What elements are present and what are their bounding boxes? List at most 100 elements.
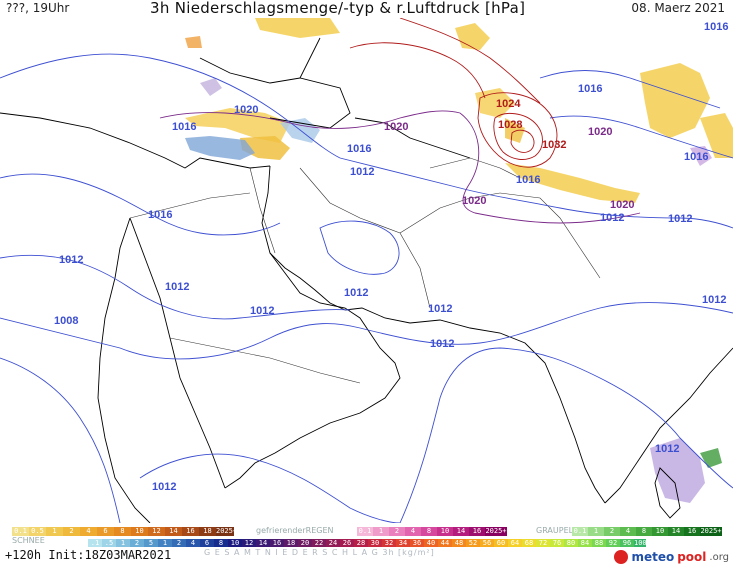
total-scale-cell: 1 [116,539,130,547]
total-scale-cell: 24 [326,539,340,547]
rain-scale-cell: 18 [199,527,216,536]
rain-scale-cell: 8 [114,527,131,536]
total-scale-cell: .5 [102,539,116,547]
total-scale-cell: 44 [438,539,452,547]
rain-scale-cell: 2 [63,527,80,536]
precip-area [700,448,722,468]
header-left-text: ???, 19Uhr [6,1,70,15]
map-title: 3h Niederschlagsmenge/-typ & r.Luftdruck… [150,0,526,17]
isobar-label: 1012 [655,443,679,455]
logo-text-meteo: meteo [631,550,675,564]
graupel-scale-cell: 14 [668,527,684,536]
isobar-label: 1016 [684,151,708,163]
isobar-line [539,70,721,109]
isobar-label: 1012 [250,305,274,317]
precip-area [200,78,222,96]
precip-area [255,18,340,38]
map-canvas: 1012 1016 1020 1016 1020 1016 1012 1016 … [0,18,733,523]
rain-scale-cell: 4 [80,527,97,536]
graupel-scale-cell: 16 [684,527,700,536]
graupel-label: GRAUPEL [536,526,574,535]
precip-area [650,438,705,503]
coastline-layer [0,37,733,523]
isobar-line [459,112,641,224]
isobar-line [549,115,733,159]
total-scale-cell: 96 [620,539,634,547]
precip-area [455,23,490,50]
freezing-scale-cell: 14 [453,527,469,536]
coastline [299,37,321,79]
border-line [429,157,521,179]
isobar-label: 1012 [430,338,454,350]
total-scale-cell: 64 [508,539,522,547]
isobar-label: 1020 [462,195,486,207]
isobar-line [0,357,121,523]
total-scale-cell: 80 [564,539,578,547]
coastline [269,252,346,311]
freezing-scale-cell: 0.1 [357,527,373,536]
freezing-scale-cell: 16 [469,527,485,536]
isobar-label: 1012 [350,166,374,178]
precip-area [640,63,710,138]
isobar-line [477,92,558,168]
graupel-scale: 0.1 1 2 4 8 10 14 16 2025+ [572,527,722,536]
rain-scale-cell: 12 [148,527,165,536]
isobar-label: 1012 [428,303,452,315]
isobar-layer [0,18,733,523]
total-scale-cell: 26 [340,539,354,547]
rain-scale: 0.1 0.5 1 2 4 6 8 10 12 14 16 18 2025+ [12,527,237,536]
freezing-scale-cell: 10 [437,527,453,536]
precip-legend: 0.1 0.5 1 2 4 6 8 10 12 14 16 18 2025+ S… [0,523,733,566]
rain-scale-cell: 0.1 [12,527,29,536]
map-area: 1012 1016 1020 1016 1020 1016 1012 1016 … [0,18,733,523]
graupel-scale-cell: 2 [604,527,620,536]
border-line [169,337,361,384]
isobar-label: 1016 [347,143,371,155]
coastline [654,467,681,519]
total-scale-cell: 8 [214,539,228,547]
graupel-scale-cell: 2025+ [700,527,722,536]
isobar-label: 1012 [344,287,368,299]
isobar-line [0,173,281,236]
isobar-label: 1016 [148,209,172,221]
isobar-label: 1012 [165,281,189,293]
rain-scale-cell: 1 [46,527,63,536]
border-line [499,192,601,279]
border-line [249,167,276,254]
header-bar: ???, 19Uhr 3h Niederschlagsmenge/-typ & … [0,0,733,18]
logo-text-suffix: .org [709,551,729,563]
isobar-label: 1012 [600,212,624,224]
total-scale-cell: 60 [494,539,508,547]
isobar-line [0,53,341,159]
isobar-label: 1012 [152,481,176,493]
total-scale-cell: 14 [256,539,270,547]
freezing-scale-cell: 1 [373,527,389,536]
total-scale-cell: 12 [242,539,256,547]
isobar-label: 1016 [516,174,540,186]
isobar-line [399,18,541,104]
isobar-line [339,157,733,229]
total-precip-scale: .1 .5 1 2 5 1 2 4 6 8 10 12 14 16 18 20 … [88,539,647,547]
coastline [344,307,606,504]
coastline [604,347,733,504]
isobar-label: 1020 [384,121,408,133]
forecast-init-info: +120h Init:18Z03MAR2021 [5,548,172,562]
freezing-scale-cell: 8 [421,527,437,536]
coastline [224,165,401,489]
isobar-line [139,453,401,523]
border-line [299,167,431,309]
meteopool-logo[interactable]: meteo pool .org [614,550,729,564]
precip-area [185,36,202,48]
border-line [129,192,251,219]
isobar-line [319,220,400,275]
isobar-line [0,254,351,320]
total-precip-label: G E S A M T N I E D E R S C H L A G 3h [… [204,548,435,557]
rain-scale-cell: 14 [165,527,182,536]
total-scale-cell: 30 [368,539,382,547]
isobar-label: 1008 [54,315,78,327]
graupel-scale-cell: 10 [652,527,668,536]
isobar-label: 1016 [578,83,602,95]
graupel-scale-cell: 4 [620,527,636,536]
total-scale-cell: 48 [452,539,466,547]
total-scale-cell: 100 [634,539,647,547]
